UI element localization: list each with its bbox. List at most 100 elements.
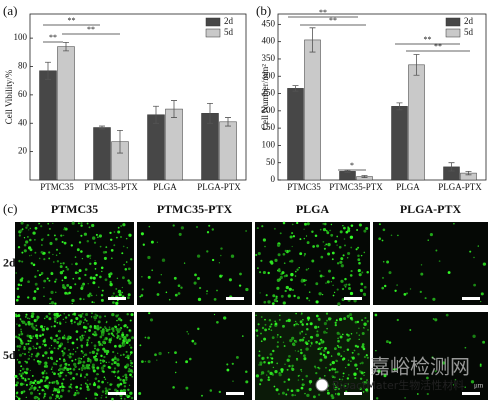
cell <box>322 227 327 232</box>
cell <box>128 281 132 285</box>
significance-label: ** <box>49 33 57 42</box>
cell <box>98 234 102 238</box>
cell <box>357 258 361 262</box>
cell <box>73 393 76 397</box>
micrograph-background <box>137 312 252 400</box>
error-bar-line <box>396 102 403 111</box>
cell <box>33 386 37 390</box>
cell <box>82 360 86 364</box>
cell <box>300 313 303 316</box>
cell <box>160 274 162 276</box>
cell <box>33 290 37 293</box>
cell <box>358 223 362 227</box>
cell <box>99 326 102 329</box>
cell <box>304 283 307 286</box>
cell <box>230 254 235 258</box>
cell <box>43 286 45 289</box>
cell <box>360 371 364 375</box>
cell <box>21 260 24 263</box>
cell <box>349 235 354 239</box>
cell <box>79 374 82 378</box>
cell <box>358 327 360 329</box>
cell <box>67 389 71 393</box>
cell <box>113 335 116 338</box>
cell <box>285 285 289 290</box>
cell <box>91 342 93 344</box>
cell <box>80 222 83 225</box>
cell <box>213 298 217 301</box>
cell <box>420 272 424 276</box>
cell <box>309 345 312 347</box>
cell <box>42 238 44 240</box>
cell <box>363 322 367 326</box>
cell <box>58 329 61 333</box>
y-tick-label: 60 <box>18 89 28 99</box>
cell <box>299 331 301 334</box>
cell <box>383 284 387 288</box>
cell <box>342 254 345 257</box>
cell <box>115 287 118 290</box>
cell <box>263 361 266 364</box>
cell <box>258 350 261 353</box>
cell <box>359 288 363 293</box>
cell <box>261 225 264 228</box>
cell <box>105 396 108 399</box>
cell <box>87 323 89 325</box>
cell <box>397 234 399 237</box>
cell <box>396 318 399 322</box>
cell <box>291 245 293 248</box>
cell <box>282 324 285 328</box>
cell <box>275 388 279 392</box>
cell <box>267 271 270 275</box>
cell <box>21 372 25 375</box>
cell <box>305 268 308 271</box>
cell <box>56 321 59 324</box>
cell <box>21 251 24 254</box>
cell <box>123 336 127 340</box>
cell <box>101 390 105 393</box>
cell <box>73 312 76 316</box>
cell <box>101 380 104 384</box>
cell <box>172 224 175 227</box>
cell <box>92 281 96 285</box>
legend-swatch <box>445 17 461 27</box>
cell <box>315 371 318 375</box>
x-tick-label: PTMC35 <box>40 182 74 192</box>
cell <box>122 276 125 280</box>
cell <box>42 396 45 399</box>
scale-bar <box>108 392 126 395</box>
cell <box>434 318 438 322</box>
cell <box>239 272 242 276</box>
cell <box>104 387 108 390</box>
cell <box>259 292 261 294</box>
cell <box>330 281 332 283</box>
cell <box>36 352 40 356</box>
cell <box>255 374 259 378</box>
cell <box>97 385 101 389</box>
legend-label: 2d <box>224 16 234 26</box>
cell <box>75 330 79 333</box>
cell <box>83 354 86 356</box>
cell <box>149 318 154 322</box>
cell <box>29 383 32 386</box>
cell <box>43 258 46 261</box>
cell <box>80 344 84 348</box>
cell <box>116 333 118 335</box>
y-tick-label: 100 <box>262 139 276 149</box>
cell <box>51 393 54 396</box>
cell <box>18 349 20 351</box>
cell <box>283 275 286 278</box>
cell <box>22 377 25 380</box>
cell <box>284 363 286 365</box>
cell <box>40 325 44 329</box>
cell <box>264 318 266 321</box>
cell <box>20 341 24 345</box>
cell <box>295 270 297 273</box>
cell <box>394 289 397 292</box>
cell <box>39 360 41 362</box>
cell <box>83 356 85 358</box>
cell <box>30 322 34 326</box>
cell <box>87 294 91 298</box>
cell <box>20 374 23 378</box>
